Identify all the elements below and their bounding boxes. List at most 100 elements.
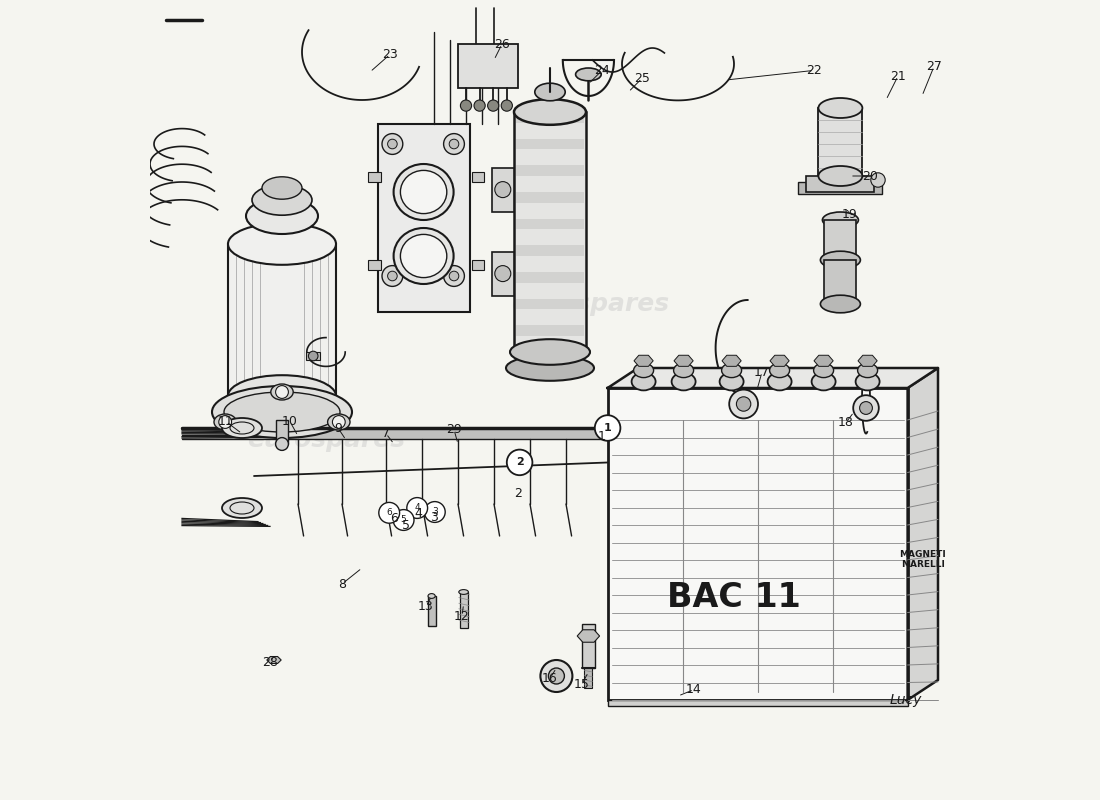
Circle shape (443, 266, 464, 286)
Circle shape (449, 139, 459, 149)
Text: 21: 21 (890, 70, 906, 82)
Ellipse shape (328, 414, 350, 430)
Circle shape (276, 386, 288, 398)
Polygon shape (578, 630, 600, 642)
Bar (607, 388, 908, 700)
Circle shape (276, 438, 288, 450)
Text: 22: 22 (806, 64, 822, 77)
Bar (607, 700, 908, 706)
Ellipse shape (400, 234, 447, 278)
Polygon shape (674, 355, 693, 366)
Text: 1: 1 (598, 430, 606, 442)
Text: 13: 13 (418, 600, 433, 613)
Polygon shape (634, 355, 653, 366)
Ellipse shape (262, 177, 303, 199)
Ellipse shape (222, 418, 262, 438)
Text: eurospares: eurospares (654, 484, 813, 508)
Circle shape (449, 271, 459, 281)
Text: Lucy: Lucy (890, 693, 922, 707)
Bar (461, 592, 468, 628)
Ellipse shape (214, 414, 236, 430)
Text: 29: 29 (447, 423, 462, 436)
Bar (824, 260, 857, 304)
Bar (582, 624, 595, 668)
Ellipse shape (823, 212, 858, 228)
Ellipse shape (246, 198, 318, 234)
Polygon shape (858, 355, 877, 366)
Ellipse shape (722, 363, 741, 378)
Text: 5: 5 (402, 519, 410, 532)
Ellipse shape (535, 83, 565, 101)
Circle shape (595, 415, 620, 441)
Circle shape (393, 510, 414, 530)
Text: 6: 6 (386, 508, 392, 518)
Ellipse shape (212, 386, 352, 438)
Text: 24: 24 (594, 64, 609, 77)
Ellipse shape (818, 166, 862, 186)
Bar (516, 112, 584, 122)
Circle shape (382, 134, 403, 154)
Text: 10: 10 (282, 415, 298, 428)
Ellipse shape (768, 373, 792, 390)
Text: 16: 16 (542, 672, 558, 685)
Bar (516, 138, 584, 150)
Text: 3: 3 (430, 511, 438, 524)
Ellipse shape (506, 355, 594, 381)
Ellipse shape (252, 185, 312, 215)
Text: 23: 23 (382, 48, 398, 61)
Text: 9: 9 (334, 422, 342, 434)
Text: 6: 6 (390, 512, 398, 525)
Text: 1: 1 (604, 423, 612, 433)
Bar (516, 272, 584, 282)
Text: eurospares: eurospares (246, 428, 405, 452)
Bar (472, 172, 484, 182)
Bar (584, 668, 593, 688)
Ellipse shape (394, 164, 453, 220)
Text: 2: 2 (514, 487, 521, 500)
Bar (516, 192, 584, 202)
Ellipse shape (631, 373, 656, 390)
Circle shape (495, 182, 510, 198)
Circle shape (443, 134, 464, 154)
Circle shape (219, 416, 232, 429)
Ellipse shape (222, 498, 262, 518)
Circle shape (425, 502, 446, 522)
Text: 27: 27 (926, 60, 942, 73)
Bar (492, 252, 514, 296)
Text: 4: 4 (415, 503, 420, 513)
Ellipse shape (821, 251, 860, 269)
Bar (472, 260, 484, 270)
Polygon shape (814, 355, 833, 366)
Text: 17: 17 (755, 366, 770, 378)
Bar (306, 352, 320, 360)
Ellipse shape (672, 373, 695, 390)
Ellipse shape (856, 373, 880, 390)
Text: MAGNETI
MARELLI: MAGNETI MARELLI (900, 550, 946, 570)
Bar (458, 44, 518, 88)
Circle shape (387, 271, 397, 281)
Ellipse shape (271, 384, 294, 400)
Text: 18: 18 (838, 416, 854, 429)
Ellipse shape (459, 590, 469, 594)
Circle shape (540, 660, 572, 692)
Ellipse shape (719, 373, 744, 390)
Circle shape (332, 416, 345, 429)
Ellipse shape (228, 223, 336, 265)
Circle shape (387, 139, 397, 149)
Circle shape (474, 100, 485, 111)
Text: 8: 8 (338, 578, 346, 590)
Bar (182, 428, 610, 439)
Text: 20: 20 (862, 170, 878, 182)
Bar (492, 168, 514, 212)
Ellipse shape (821, 295, 860, 313)
Text: 28: 28 (262, 656, 278, 669)
Ellipse shape (400, 170, 447, 214)
Text: eurospares: eurospares (510, 292, 669, 316)
Circle shape (549, 668, 564, 684)
Bar (514, 112, 586, 352)
Text: BAC 11: BAC 11 (667, 581, 801, 614)
Text: 14: 14 (686, 683, 702, 696)
Bar (798, 182, 882, 194)
Polygon shape (908, 368, 938, 700)
Bar (428, 596, 436, 626)
